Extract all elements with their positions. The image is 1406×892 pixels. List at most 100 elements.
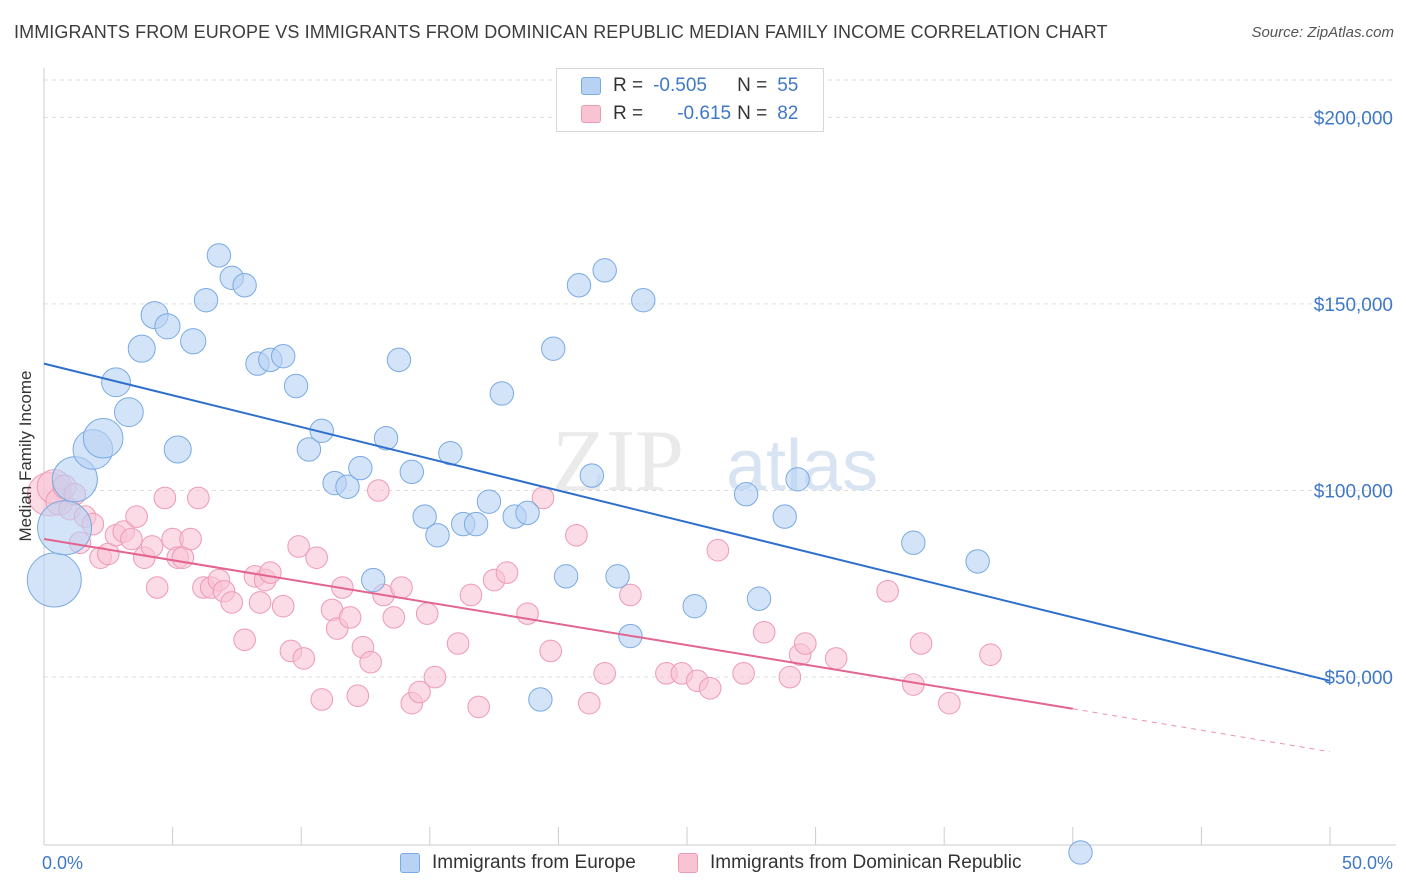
legend-item-europe: Immigrants from Europe bbox=[400, 852, 636, 874]
dr-point bbox=[778, 665, 802, 689]
europe-point bbox=[515, 500, 540, 526]
dr-point bbox=[979, 643, 1002, 666]
europe-trend-line bbox=[43, 362, 1331, 682]
n-value: 55 bbox=[777, 75, 799, 96]
europe-point bbox=[965, 549, 990, 574]
dr-swatch bbox=[581, 105, 601, 123]
dr-point bbox=[153, 486, 177, 510]
dr-swatch bbox=[678, 853, 698, 873]
europe-point bbox=[553, 564, 579, 589]
dr-point bbox=[233, 628, 256, 652]
europe-point bbox=[579, 463, 605, 488]
dr-point bbox=[467, 695, 490, 719]
dr-point bbox=[220, 591, 244, 614]
dr-point bbox=[338, 606, 362, 629]
europe-point bbox=[746, 586, 772, 611]
europe-point bbox=[785, 467, 810, 492]
grid-layer bbox=[44, 79, 1396, 678]
dr-point bbox=[593, 662, 616, 685]
dr-point bbox=[565, 523, 588, 547]
europe-points-group bbox=[26, 243, 1093, 865]
europe-point bbox=[283, 373, 309, 399]
europe-point bbox=[463, 511, 489, 537]
y-tick-label: $150,000 bbox=[1314, 295, 1393, 316]
r-value: -0.505 bbox=[653, 75, 707, 96]
europe-point bbox=[631, 287, 656, 313]
dr-point bbox=[390, 576, 413, 599]
dr-point bbox=[408, 680, 431, 704]
europe-point bbox=[541, 336, 566, 361]
n-label: N = bbox=[737, 75, 768, 96]
dr-trend-line bbox=[43, 538, 1073, 710]
y-tick-label: $50,000 bbox=[1324, 668, 1393, 689]
dr-point bbox=[516, 602, 539, 625]
europe-point bbox=[232, 273, 257, 298]
europe-point bbox=[772, 504, 797, 529]
europe-swatch bbox=[581, 77, 601, 95]
dr-point bbox=[305, 546, 328, 569]
europe-point bbox=[566, 273, 592, 298]
europe-point bbox=[163, 435, 192, 464]
chart-title: IMMIGRANTS FROM EUROPE VS IMMIGRANTS FRO… bbox=[14, 22, 1108, 42]
europe-point bbox=[348, 455, 373, 481]
series-legend: Immigrants from Europe Immigrants from D… bbox=[0, 850, 1406, 880]
x-tick-label-min: 0.0% bbox=[42, 853, 83, 873]
dr-point bbox=[698, 676, 722, 700]
watermark-zip: ZIP bbox=[552, 413, 684, 510]
dr-point bbox=[794, 632, 817, 655]
chart-source: Source: ZipAtlas.com bbox=[1251, 24, 1394, 41]
legend-label-dr: Immigrants from Dominican Republic bbox=[710, 852, 1022, 873]
dr-point bbox=[938, 691, 961, 715]
r-value: -0.615 bbox=[677, 103, 732, 124]
dr-point bbox=[752, 620, 776, 644]
europe-point bbox=[270, 343, 296, 369]
dr-point bbox=[259, 561, 282, 584]
legend-row-europe: R = -0.505 N = 55 bbox=[581, 73, 798, 99]
europe-point bbox=[386, 347, 412, 373]
legend-row-dr: R = -0.615 N = 82 bbox=[581, 101, 798, 127]
europe-point bbox=[605, 564, 630, 589]
dr-point bbox=[706, 538, 730, 562]
dr-point bbox=[732, 662, 755, 685]
europe-point bbox=[373, 426, 399, 451]
dr-point bbox=[446, 632, 470, 655]
y-tick-label: $100,000 bbox=[1314, 481, 1393, 502]
dr-point bbox=[619, 583, 642, 607]
europe-point bbox=[26, 552, 82, 608]
watermark: ZIP atlas bbox=[552, 413, 878, 510]
europe-point bbox=[361, 567, 386, 593]
r-label: R = bbox=[613, 103, 644, 124]
dr-point bbox=[824, 647, 848, 670]
europe-point bbox=[476, 489, 502, 514]
dr-point bbox=[346, 684, 370, 708]
dr-point bbox=[909, 632, 933, 655]
dr-point bbox=[495, 561, 519, 584]
europe-point bbox=[412, 504, 437, 529]
dr-point bbox=[539, 639, 562, 663]
y-axis-label: Median Family Income bbox=[16, 370, 35, 542]
dr-trend-line-extension bbox=[1072, 708, 1331, 753]
europe-point bbox=[37, 500, 93, 556]
dr-point bbox=[359, 650, 382, 674]
legend-label-europe: Immigrants from Europe bbox=[432, 852, 636, 873]
europe-point bbox=[206, 243, 232, 268]
r-label: R = bbox=[613, 75, 644, 96]
europe-point bbox=[154, 313, 181, 340]
dr-point bbox=[125, 505, 148, 528]
europe-point bbox=[127, 334, 156, 363]
europe-point bbox=[335, 474, 360, 499]
europe-point bbox=[901, 530, 926, 555]
europe-point bbox=[309, 418, 334, 443]
dr-point bbox=[187, 486, 210, 510]
europe-swatch bbox=[400, 853, 420, 873]
dr-point bbox=[367, 479, 390, 502]
europe-point bbox=[180, 328, 207, 355]
europe-point bbox=[399, 459, 424, 485]
dr-point bbox=[179, 527, 202, 551]
dr-point bbox=[287, 535, 310, 558]
europe-point bbox=[113, 397, 144, 428]
x-tick-label-max: 50.0% bbox=[1342, 853, 1393, 873]
dr-point bbox=[459, 583, 483, 607]
correlation-legend: R = -0.505 N = 55 R = -0.615 N = 82 bbox=[556, 68, 824, 132]
